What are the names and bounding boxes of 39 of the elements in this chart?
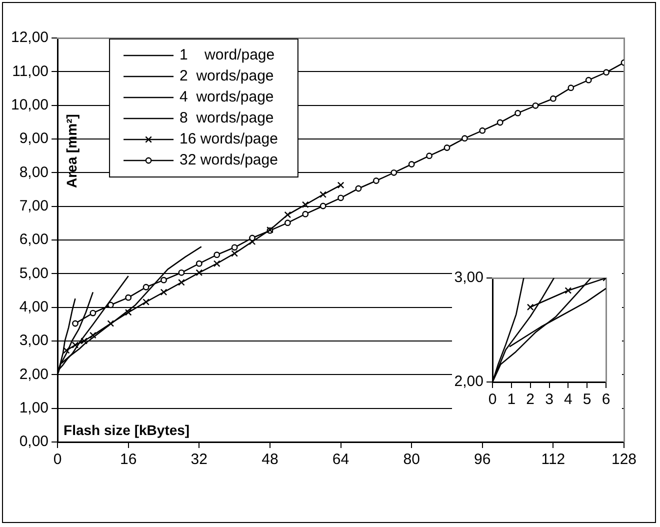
x-tick-label: 96 <box>474 451 491 468</box>
x-tick-label: 6 <box>602 391 610 408</box>
y-tick-label: 3,00 <box>19 332 49 350</box>
x-tick-label: 1 <box>507 391 516 408</box>
x-tick-label: 0 <box>488 391 497 408</box>
y-tick-label: 6,00 <box>19 231 49 248</box>
y-tick-label: 9,00 <box>19 130 49 148</box>
x-tick-label: 32 <box>190 451 208 468</box>
y-tick-label: 1,00 <box>19 399 49 416</box>
y-tick-label: 4,00 <box>19 298 49 316</box>
x-tick-label: 80 <box>403 451 420 468</box>
legend-label: 32 words/page <box>180 152 278 169</box>
y-axis-title: Area [mm²] <box>63 114 80 188</box>
y-tick-label: 2,00 <box>19 366 49 383</box>
legend-label: 1 word/page <box>180 46 275 64</box>
x-tick-label: 0 <box>53 451 62 468</box>
legend-label: 4 words/page <box>180 88 274 106</box>
y-tick-label: 11,00 <box>12 62 49 80</box>
x-tick-label: 4 <box>564 391 572 408</box>
y-tick-label: 3,00 <box>454 269 484 286</box>
x-tick-label: 48 <box>262 451 278 468</box>
x-tick-label: 64 <box>332 451 350 468</box>
x-tick-label: 2 <box>526 391 535 408</box>
x-tick-label: 112 <box>541 451 566 468</box>
x-tick-label: 16 <box>120 451 137 468</box>
y-tick-label: 0,00 <box>19 433 49 450</box>
x-tick-label: 128 <box>611 451 637 468</box>
y-tick-label: 12,00 <box>10 29 49 46</box>
y-tick-label: 10,00 <box>10 96 49 114</box>
legend-label: 2 words/page <box>180 68 274 85</box>
legend-label: 8 words/page <box>180 110 274 127</box>
y-tick-label: 8,00 <box>19 164 49 181</box>
y-tick-label: 7,00 <box>19 197 49 214</box>
y-tick-label: 2,00 <box>454 373 484 390</box>
x-axis-title: Flash size [kBytes] <box>64 422 190 438</box>
legend-label: 16 words/page <box>180 130 278 148</box>
x-tick-label: 5 <box>582 391 592 408</box>
x-tick-label: 3 <box>545 391 554 408</box>
y-tick-label: 5,00 <box>19 264 49 282</box>
